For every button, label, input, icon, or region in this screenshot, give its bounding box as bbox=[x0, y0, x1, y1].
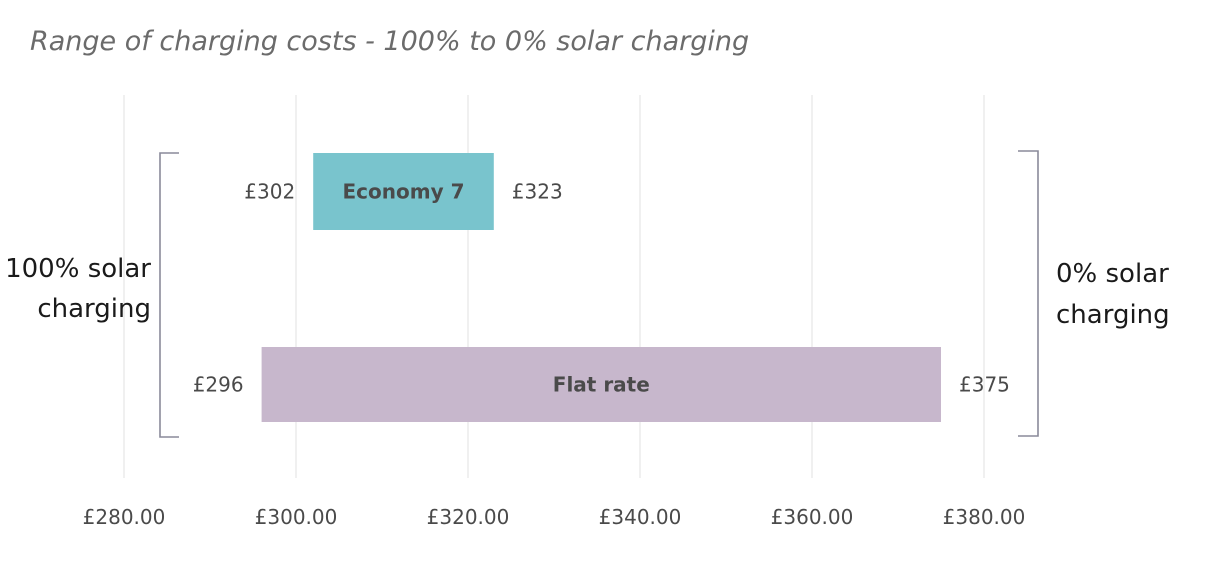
chart-title: Range of charging costs - 100% to 0% sol… bbox=[30, 26, 750, 57]
bar-flat-rate bbox=[261, 347, 942, 422]
x-tick-label: £340.00 bbox=[599, 505, 682, 529]
bar-value-labels: Economy 7 £302 £323 Flat rate £296 £375 bbox=[193, 180, 1010, 397]
x-axis: £280.00 £300.00 £320.00 £340.00 £360.00 £380.… bbox=[83, 505, 1026, 529]
x-tick-label: £280.00 bbox=[83, 505, 166, 529]
right-annotation-line-2: charging bbox=[1056, 300, 1170, 330]
x-tick-label: £300.00 bbox=[255, 505, 338, 529]
bar-start-value-label: £296 bbox=[193, 373, 244, 397]
x-tick-label: £380.00 bbox=[943, 505, 1026, 529]
right-bracket bbox=[1018, 150, 1039, 437]
bar-start-value-label: £302 bbox=[244, 180, 295, 204]
left-bracket bbox=[159, 152, 179, 438]
x-tick-label: £320.00 bbox=[427, 505, 510, 529]
bar-name-label: Flat rate bbox=[553, 373, 650, 397]
left-annotation-line-1: 100% solar bbox=[5, 254, 151, 284]
x-tick-label: £360.00 bbox=[771, 505, 854, 529]
bar-economy-7 bbox=[313, 153, 494, 230]
right-annotation-line-1: 0% solar bbox=[1056, 259, 1169, 289]
left-annotation-line-2: charging bbox=[37, 294, 151, 324]
bars bbox=[261, 153, 942, 422]
bar-end-value-label: £323 bbox=[512, 180, 563, 204]
bar-name-label: Economy 7 bbox=[343, 180, 465, 204]
bar-end-value-label: £375 bbox=[959, 373, 1010, 397]
